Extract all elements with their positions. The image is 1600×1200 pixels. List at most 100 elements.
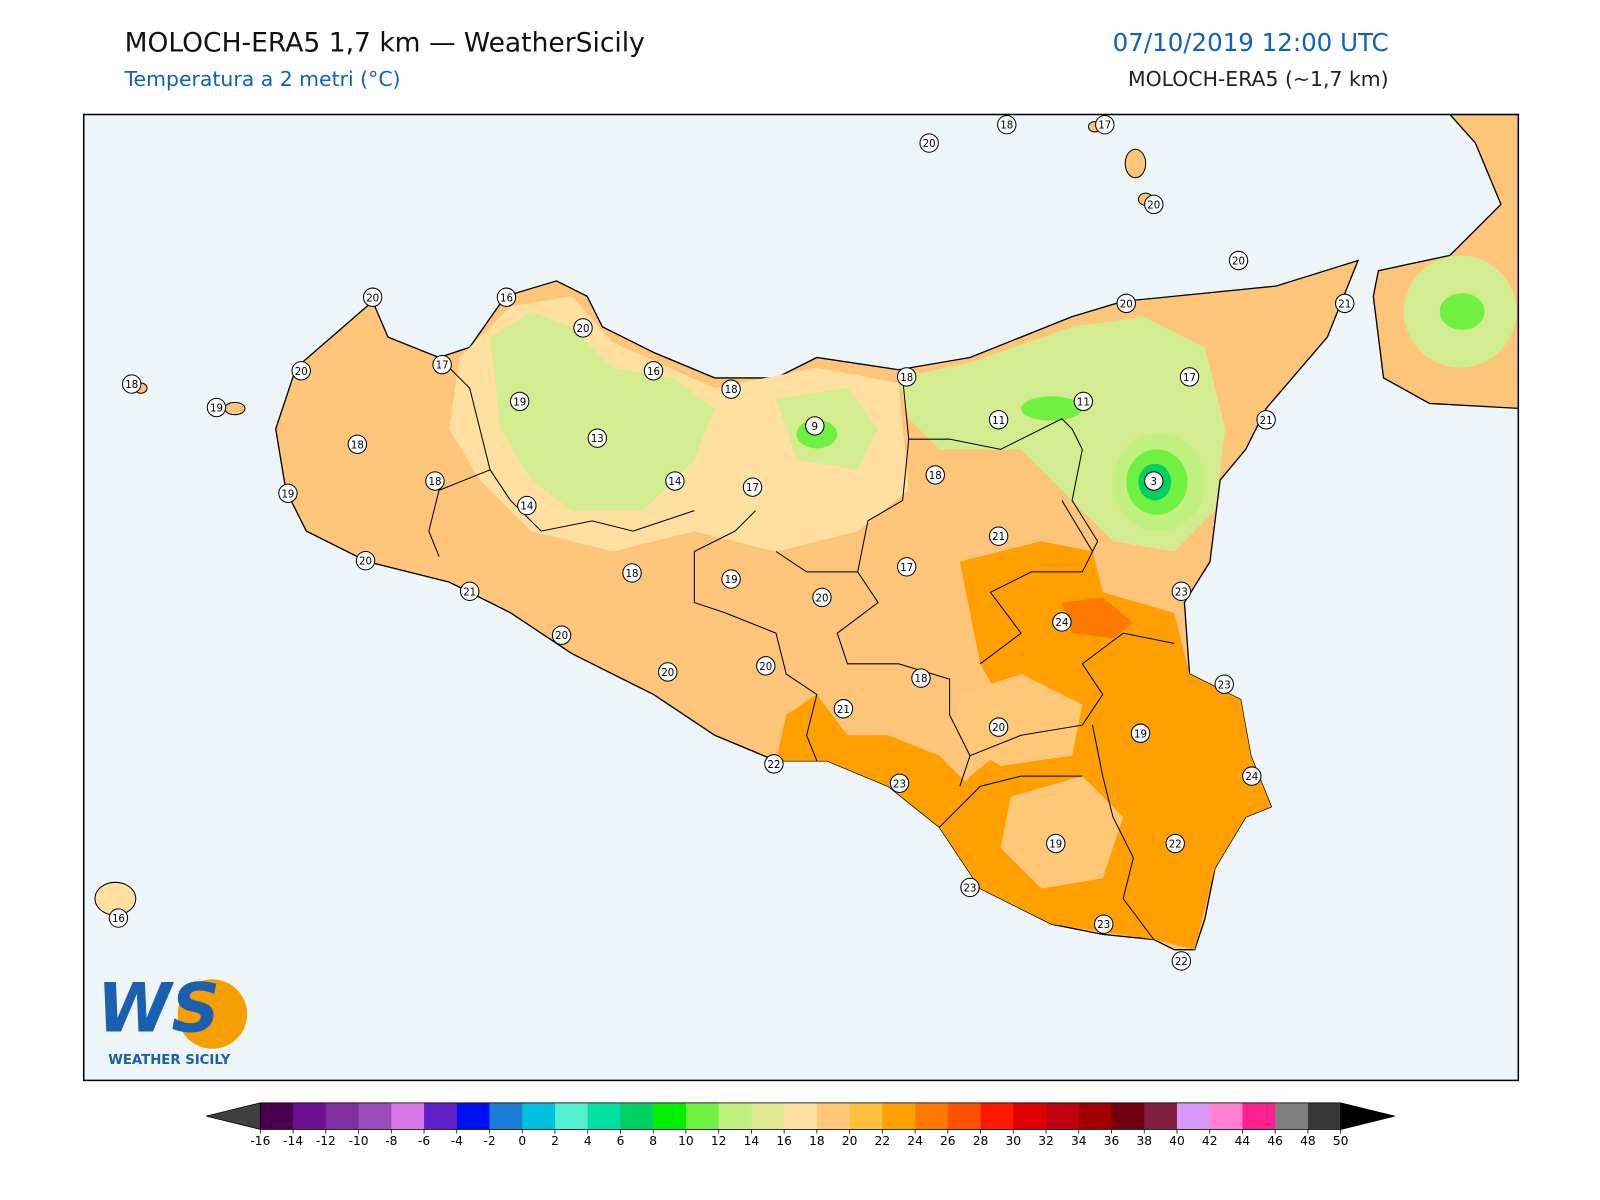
station-marker: [988, 410, 1009, 430]
station-value: 18: [1000, 121, 1013, 132]
station: 23: [960, 877, 980, 898]
station-marker: [1228, 250, 1249, 271]
colorbar: -16 -14 -12 -10 -8 -6 -4 -2 0 2 4 6 8 10 12 14 16 18 20 22 2…: [206, 1102, 1395, 1148]
station-marker: [122, 374, 142, 394]
subtitle: Temperatura a 2 metri (°C): [124, 67, 401, 91]
station-marker: [1144, 471, 1164, 491]
station-marker: [291, 361, 311, 381]
station-value: 20: [1232, 257, 1245, 268]
title: MOLOCH-ERA5 1,7 km — WeatherSicily: [125, 28, 645, 59]
colorbar-tick-label: -8: [385, 1134, 397, 1148]
station-value: 17: [900, 563, 913, 574]
station: 21: [1256, 410, 1276, 430]
station-value: 19: [725, 575, 738, 586]
station: 3: [1144, 471, 1164, 491]
colorbar-tick-label: 36: [1104, 1134, 1120, 1148]
colorbar-tick-label: 24: [907, 1134, 923, 1148]
colorbar-tick-label: 40: [1169, 1134, 1185, 1148]
station: 23: [1171, 581, 1192, 602]
colorbar-box: [1176, 1102, 1211, 1130]
station: 22: [764, 754, 784, 774]
colorbar-tick-label: -12: [316, 1134, 336, 1148]
colorbar-box: [1275, 1102, 1309, 1130]
station: 18: [897, 367, 917, 387]
station-marker: [1171, 581, 1192, 602]
station-value: 11: [992, 416, 1005, 427]
colorbar-tick-label: -14: [283, 1134, 303, 1148]
colorbar-tick-label: 44: [1235, 1134, 1251, 1148]
station-value: 20: [577, 324, 590, 335]
station: 19: [278, 483, 298, 503]
colorbar-tick-label: -2: [483, 1134, 495, 1148]
colorbar-box: [653, 1102, 687, 1130]
station-marker: [355, 550, 376, 571]
station-marker: [1116, 293, 1136, 314]
station: 20: [355, 550, 376, 571]
colorbar-box: [718, 1102, 752, 1130]
station: 18: [997, 114, 1017, 135]
colorbar-tick-label: 38: [1136, 1134, 1152, 1148]
station: 17: [897, 557, 917, 577]
station-value: 21: [1260, 416, 1273, 427]
station: 24: [1052, 612, 1072, 632]
station-value: 19: [1049, 840, 1062, 851]
stations: 20 18 17 20 20 21 20 20 16 20 17 20 16 18 18 17 18 19 19 9 1…: [108, 114, 1355, 971]
station: 17: [742, 477, 763, 497]
station: 24: [1242, 766, 1262, 786]
station-value: 23: [893, 779, 906, 790]
station-value: 22: [1175, 957, 1188, 968]
station: 21: [988, 526, 1009, 546]
colorbar-box: [391, 1102, 425, 1130]
station-value: 20: [923, 139, 936, 150]
station-marker: [643, 361, 664, 381]
station: 20: [812, 587, 832, 608]
station: 16: [643, 361, 664, 381]
station: 17: [1095, 114, 1115, 135]
station-value: 17: [436, 361, 449, 372]
light-zone: [949, 674, 1083, 766]
station-marker: [510, 391, 530, 412]
station-value: 21: [1338, 299, 1351, 310]
station-marker: [1130, 723, 1151, 743]
station: 20: [291, 361, 311, 381]
station-marker: [517, 495, 537, 516]
station: 20: [1228, 250, 1249, 271]
station-value: 24: [1245, 772, 1258, 783]
station-value: 13: [591, 434, 604, 445]
station-marker: [997, 114, 1017, 135]
station-value: 9: [812, 422, 819, 433]
colorbar-box: [522, 1102, 556, 1130]
station-value: 20: [1147, 200, 1160, 211]
colorbar-box: [260, 1102, 294, 1130]
station-marker: [1171, 951, 1192, 971]
station-value: 21: [837, 705, 850, 716]
station: 19: [1130, 723, 1151, 743]
colorbar-tick-label: 50: [1333, 1134, 1349, 1148]
station: 23: [889, 773, 910, 793]
station-marker: [573, 318, 593, 338]
colorbar-box: [1111, 1102, 1145, 1130]
colorbar-box: [587, 1102, 621, 1130]
station-marker: [362, 287, 383, 307]
station-marker: [665, 471, 685, 491]
station-value: 18: [900, 373, 913, 384]
station-value: 20: [759, 662, 772, 673]
logo-sun: [177, 979, 248, 1049]
colorbar-tick-label: 10: [678, 1134, 694, 1148]
station: 20: [919, 133, 939, 153]
station: 21: [1335, 293, 1355, 314]
station: 16: [496, 287, 517, 307]
station: 18: [122, 374, 142, 394]
station-value: 18: [915, 674, 928, 685]
station: 19: [510, 391, 530, 412]
station-marker: [347, 434, 368, 454]
station-marker: [764, 754, 784, 774]
colorbar-tick-label: 20: [842, 1134, 858, 1148]
colorbar-box: [915, 1102, 949, 1130]
datetime: 07/10/2019 12:00 UTC: [1113, 28, 1389, 57]
colorbar-box: [620, 1102, 654, 1130]
station: 20: [658, 662, 678, 682]
station: 9: [805, 416, 825, 436]
station: 13: [587, 428, 608, 448]
